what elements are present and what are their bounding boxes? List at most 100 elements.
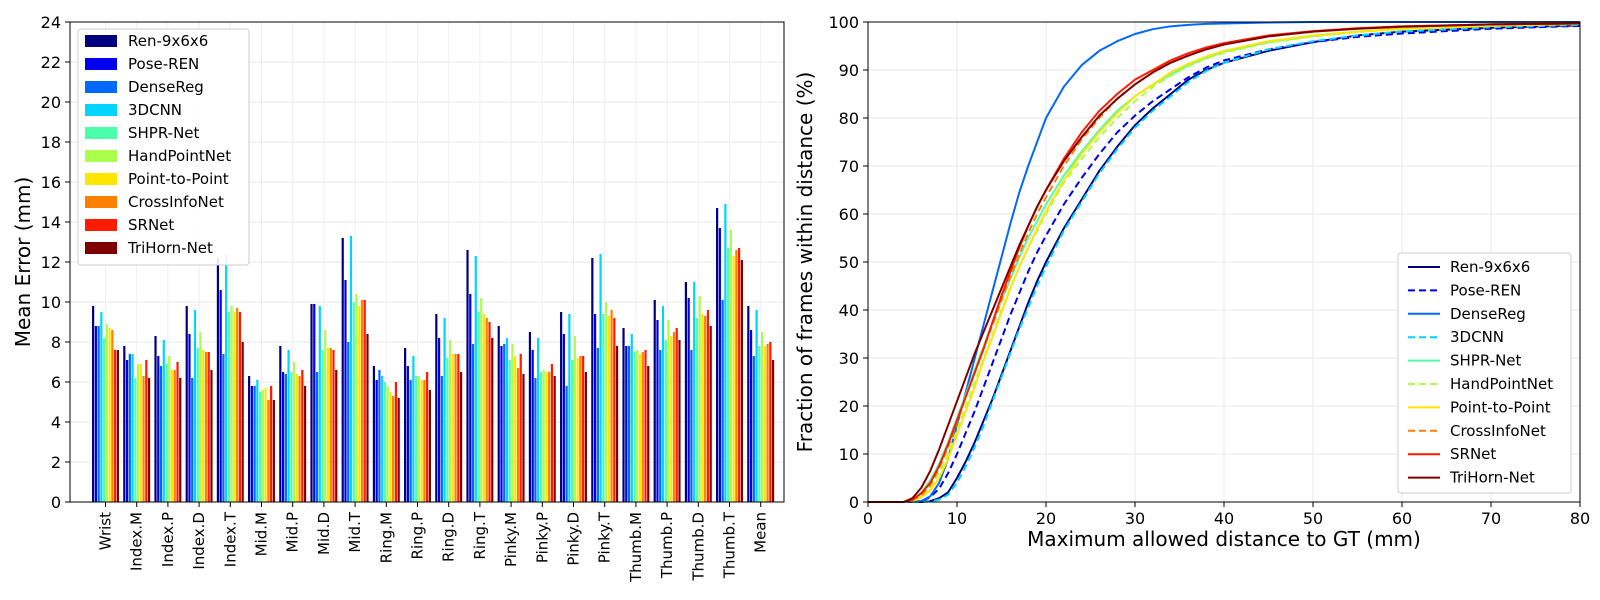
line-x-tick-label: 20 (1036, 509, 1056, 528)
bar (281, 372, 285, 502)
bar (647, 366, 650, 502)
bar (372, 366, 376, 502)
bar (482, 314, 486, 502)
bar (318, 306, 321, 502)
bar (522, 374, 525, 502)
bar-legend-label: 3DCNN (128, 101, 182, 119)
bar (451, 354, 454, 502)
bar (613, 318, 616, 502)
line-y-tick-label: 60 (839, 205, 859, 224)
bar (321, 350, 324, 502)
bar (545, 372, 548, 502)
bar (404, 348, 407, 502)
bar (771, 360, 775, 502)
bar (693, 282, 696, 502)
bar (386, 386, 389, 502)
line-series-trihorn-net (868, 22, 1581, 503)
bar (454, 354, 457, 502)
bar-legend-swatch (85, 219, 117, 231)
bar-x-axis: Wrist Index.M Index.P Index.D Index.T Mid.M Mi… (97, 502, 770, 583)
bar (287, 350, 290, 502)
line-y-tick-label: 80 (839, 109, 859, 128)
line-y-tick-label: 10 (839, 445, 859, 464)
bar (474, 256, 477, 502)
bar (347, 342, 350, 502)
bar (593, 314, 597, 502)
bar (732, 256, 735, 502)
bar (284, 374, 287, 502)
line-legend-label: SRNet (1450, 445, 1496, 463)
line-x-tick-label: 30 (1125, 509, 1145, 528)
bar-legend-label: SHPR-Net (128, 124, 200, 142)
bar (165, 364, 168, 502)
bar (222, 354, 225, 502)
bar-y-tick-label: 2 (51, 453, 61, 472)
bar-legend-label: DenseReg (128, 78, 204, 96)
line-x-tick-label: 50 (1303, 509, 1323, 528)
bar (412, 356, 415, 502)
bar (417, 376, 420, 502)
bar (661, 306, 665, 502)
bar-x-tick-label: Thumb.P (658, 512, 676, 579)
bar-y-tick-label: 10 (41, 293, 61, 312)
bar (363, 300, 366, 502)
bar (176, 362, 179, 502)
bar (415, 376, 418, 502)
line-x-axis-label: Maximum allowed distance to GT (mm) (1027, 527, 1421, 551)
bar (423, 380, 426, 502)
bar (360, 300, 364, 502)
bar (727, 248, 730, 502)
bar (426, 372, 429, 502)
line-series-handpointnet (868, 22, 1581, 503)
bar (760, 332, 764, 502)
bar-y-axis-label: Mean Error (mm) (11, 177, 35, 348)
bar (298, 376, 301, 502)
bar (435, 314, 438, 502)
bar (366, 334, 369, 502)
bar (383, 382, 387, 502)
bar (738, 248, 741, 502)
bar (497, 326, 500, 502)
bar (136, 364, 140, 502)
bar-y-tick-label: 8 (51, 333, 61, 352)
bar (576, 358, 579, 502)
bar (116, 350, 119, 502)
bar-y-tick-label: 20 (41, 93, 61, 112)
line-legend-box (1397, 252, 1572, 494)
bar (562, 334, 565, 502)
bar (672, 332, 676, 502)
bar (303, 386, 307, 502)
bar (553, 376, 556, 502)
bar-legend-swatch (85, 81, 117, 93)
bar (630, 334, 633, 502)
bar (542, 370, 545, 502)
bar (729, 230, 732, 502)
bar-x-tick-label: Pinky.P (533, 512, 551, 563)
line-y-tick-label: 40 (839, 301, 859, 320)
line-series-3dcnn (868, 23, 1581, 503)
bar (534, 378, 537, 502)
bar (199, 332, 202, 502)
bar-x-tick-label: Ring.T (471, 511, 489, 559)
bar (477, 312, 480, 502)
bar (341, 238, 344, 502)
bar (653, 300, 656, 502)
bar (602, 314, 605, 502)
bar (259, 392, 262, 502)
line-legend-label: HandPointNet (1450, 375, 1553, 393)
bar (641, 352, 644, 502)
bar (752, 356, 755, 502)
bar (188, 334, 191, 502)
bar (139, 364, 142, 502)
bar-legend-label: CrossInfoNet (128, 193, 224, 211)
bar (596, 348, 599, 502)
bar (420, 380, 423, 502)
line-y-tick-label: 30 (839, 349, 859, 368)
bar (216, 258, 220, 502)
bar (272, 400, 275, 502)
bar (329, 348, 332, 502)
bar (264, 388, 267, 502)
